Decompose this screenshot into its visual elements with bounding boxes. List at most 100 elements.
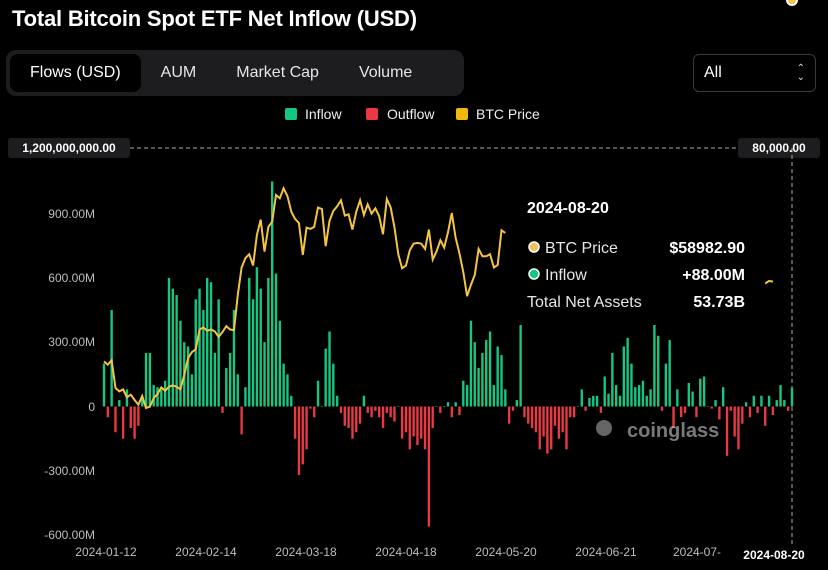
inflow-bar[interactable]	[515, 400, 518, 407]
outflow-bar[interactable]	[733, 406, 736, 437]
inflow-bar[interactable]	[179, 320, 182, 407]
inflow-bar[interactable]	[442, 406, 446, 408]
outflow-bar[interactable]	[507, 406, 511, 424]
inflow-bar[interactable]	[653, 325, 656, 407]
inflow-bar[interactable]	[167, 277, 171, 407]
outflow-bar[interactable]	[718, 406, 721, 420]
inflow-bar[interactable]	[614, 385, 618, 407]
outflow-bar[interactable]	[129, 406, 132, 428]
inflow-bar[interactable]	[473, 342, 476, 407]
outflow-bar[interactable]	[358, 406, 362, 424]
inflow-bar[interactable]	[102, 363, 106, 407]
outflow-bar[interactable]	[683, 406, 687, 413]
outflow-bar[interactable]	[584, 406, 587, 411]
inflow-bar[interactable]	[783, 400, 786, 407]
outflow-bar[interactable]	[240, 406, 243, 435]
inflow-bar[interactable]	[779, 385, 782, 407]
outflow-bar[interactable]	[301, 406, 304, 465]
inflow-bar[interactable]	[607, 393, 610, 407]
inflow-bar[interactable]	[248, 277, 251, 407]
outflow-bar[interactable]	[786, 406, 790, 411]
outflow-bar[interactable]	[343, 406, 346, 426]
inflow-bar[interactable]	[630, 363, 633, 407]
inflow-bar[interactable]	[668, 340, 671, 407]
inflow-bar[interactable]	[194, 299, 197, 407]
outflow-bar[interactable]	[450, 406, 454, 418]
inflow-bar[interactable]	[634, 387, 637, 407]
inflow-bar[interactable]	[775, 400, 778, 407]
inflow-bar[interactable]	[160, 389, 163, 407]
inflow-bar[interactable]	[492, 385, 496, 407]
inflow-bar[interactable]	[335, 395, 339, 407]
outflow-bar[interactable]	[565, 406, 568, 450]
inflow-bar[interactable]	[595, 395, 599, 407]
outflow-bar[interactable]	[458, 406, 461, 416]
outflow-bar[interactable]	[412, 406, 415, 437]
outflow-bar[interactable]	[351, 406, 354, 439]
inflow-bar[interactable]	[278, 320, 282, 407]
inflow-bar[interactable]	[622, 346, 626, 407]
outflow-bar[interactable]	[416, 406, 419, 446]
inflow-bar[interactable]	[118, 400, 121, 407]
tab-flows[interactable]: Flows (USD)	[10, 54, 141, 92]
outflow-bar[interactable]	[550, 406, 553, 450]
inflow-bar[interactable]	[611, 352, 614, 407]
inflow-bar[interactable]	[664, 363, 668, 407]
inflow-bar[interactable]	[163, 380, 167, 407]
outflow-bar[interactable]	[378, 406, 381, 418]
outflow-bar[interactable]	[313, 406, 316, 418]
outflow-bar[interactable]	[408, 406, 411, 450]
outflow-bar[interactable]	[221, 406, 224, 413]
inflow-bar[interactable]	[324, 348, 327, 407]
outflow-bar[interactable]	[569, 406, 572, 418]
outflow-bar[interactable]	[679, 406, 683, 418]
outflow-bar[interactable]	[431, 406, 434, 428]
outflow-bar[interactable]	[133, 406, 136, 439]
outflow-bar[interactable]	[305, 406, 308, 450]
range-select[interactable]: All ⌃ ⌄	[693, 54, 816, 92]
inflow-bar[interactable]	[603, 376, 606, 407]
inflow-bar[interactable]	[588, 397, 591, 407]
outflow-bar[interactable]	[534, 406, 538, 433]
inflow-bar[interactable]	[213, 352, 217, 407]
outflow-bar[interactable]	[523, 406, 526, 418]
outflow-bar[interactable]	[423, 406, 427, 450]
inflow-bar[interactable]	[206, 277, 209, 407]
inflow-bar[interactable]	[691, 391, 694, 407]
inflow-bar[interactable]	[645, 395, 648, 407]
outflow-bar[interactable]	[553, 406, 557, 426]
outflow-bar[interactable]	[538, 406, 541, 450]
inflow-bar[interactable]	[209, 282, 213, 407]
inflow-bar[interactable]	[236, 374, 239, 407]
inflow-bar[interactable]	[232, 310, 236, 407]
inflow-bar[interactable]	[110, 310, 113, 407]
outflow-bar[interactable]	[370, 406, 373, 418]
inflow-bar[interactable]	[225, 367, 228, 407]
outflow-bar[interactable]	[660, 406, 664, 411]
outflow-bar[interactable]	[771, 406, 775, 416]
outflow-bar[interactable]	[404, 406, 408, 433]
inflow-bar[interactable]	[320, 406, 324, 408]
inflow-bar[interactable]	[580, 389, 583, 407]
inflow-bar[interactable]	[469, 320, 473, 407]
inflow-bar[interactable]	[699, 378, 702, 407]
legend-outflow-label[interactable]: Outflow	[387, 106, 435, 122]
outflow-bar[interactable]	[374, 406, 377, 411]
tab-market-cap[interactable]: Market Cap	[236, 64, 319, 81]
inflow-bar[interactable]	[267, 277, 270, 407]
inflow-bar[interactable]	[190, 374, 194, 407]
inflow-bar[interactable]	[141, 395, 144, 407]
inflow-bar[interactable]	[657, 335, 660, 407]
inflow-bar[interactable]	[270, 181, 274, 407]
inflow-bar[interactable]	[259, 288, 262, 407]
inflow-bar[interactable]	[752, 395, 755, 407]
inflow-bar[interactable]	[156, 387, 159, 407]
outflow-bar[interactable]	[695, 406, 698, 418]
inflow-bar[interactable]	[504, 389, 507, 407]
outflow-bar[interactable]	[748, 406, 752, 418]
inflow-bar[interactable]	[592, 395, 595, 407]
outflow-bar[interactable]	[511, 406, 515, 411]
outflow-bar[interactable]	[420, 406, 423, 439]
inflow-bar[interactable]	[676, 389, 679, 407]
